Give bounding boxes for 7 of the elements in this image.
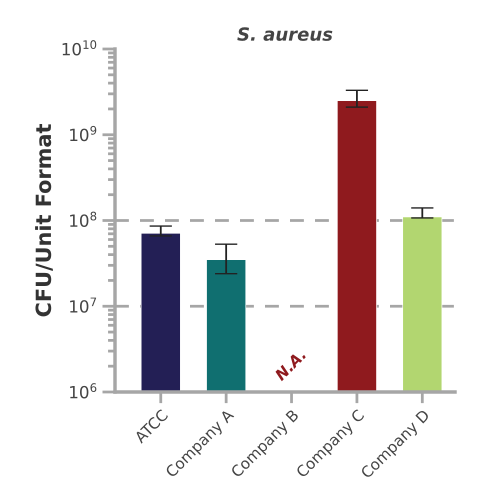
y-tick-label: 10$^{9}$	[70, 126, 96, 142]
y-tick-label: 10$^{7}$	[70, 298, 96, 313]
y-tick-label: 10$^{10}$	[62, 40, 96, 56]
y-tick-label: 10$^{8}$	[70, 212, 96, 227]
chart-title: S. aureus	[237, 27, 332, 41]
y-tick-label: 10$^{6}$	[70, 383, 96, 398]
y-axis-title: CFU/Unit Format	[35, 124, 53, 316]
